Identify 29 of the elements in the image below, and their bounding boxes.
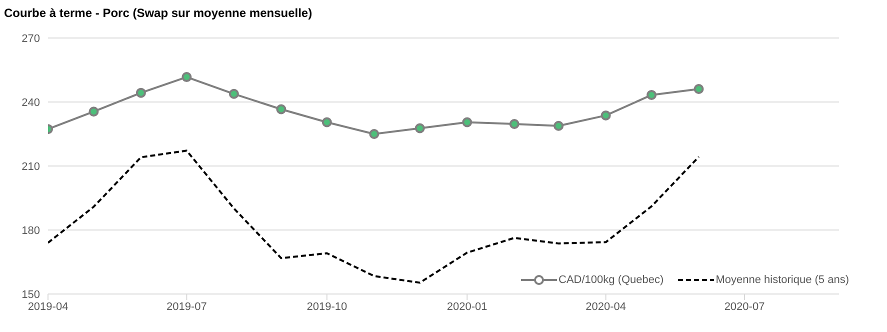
y-tick-label: 210 <box>22 160 40 173</box>
x-tick-label: 2019-04 <box>28 300 68 313</box>
y-tick-label: 150 <box>22 288 40 301</box>
point <box>182 72 192 82</box>
y-tick-label: 270 <box>22 32 40 45</box>
point <box>322 117 332 128</box>
y-tick-label: 180 <box>22 224 40 237</box>
legend-label: CAD/100kg (Quebec) <box>558 274 664 286</box>
x-tick-label: 2020-07 <box>724 300 765 313</box>
x-tick-label: 2019-07 <box>166 300 207 313</box>
point <box>554 120 564 131</box>
y-tick-label: 240 <box>22 96 40 109</box>
point <box>462 117 472 128</box>
x-tick-label: 2020-04 <box>586 300 626 313</box>
x-tick-label: 2020-01 <box>446 300 488 313</box>
point <box>646 90 657 100</box>
point <box>276 104 286 114</box>
line-series <box>48 150 700 284</box>
point <box>600 110 611 120</box>
point <box>414 123 425 134</box>
point <box>694 84 704 94</box>
point <box>509 118 520 129</box>
chart-title: Courbe à terme - Porc (Swap sur moyenne mensuelle) <box>4 6 314 22</box>
point <box>136 88 146 98</box>
point <box>369 129 380 139</box>
point <box>88 106 99 117</box>
x-tick-label: 2019-10 <box>306 300 348 313</box>
legend-label: Moyenne historique (5 ans) <box>714 274 849 286</box>
point <box>228 88 239 99</box>
